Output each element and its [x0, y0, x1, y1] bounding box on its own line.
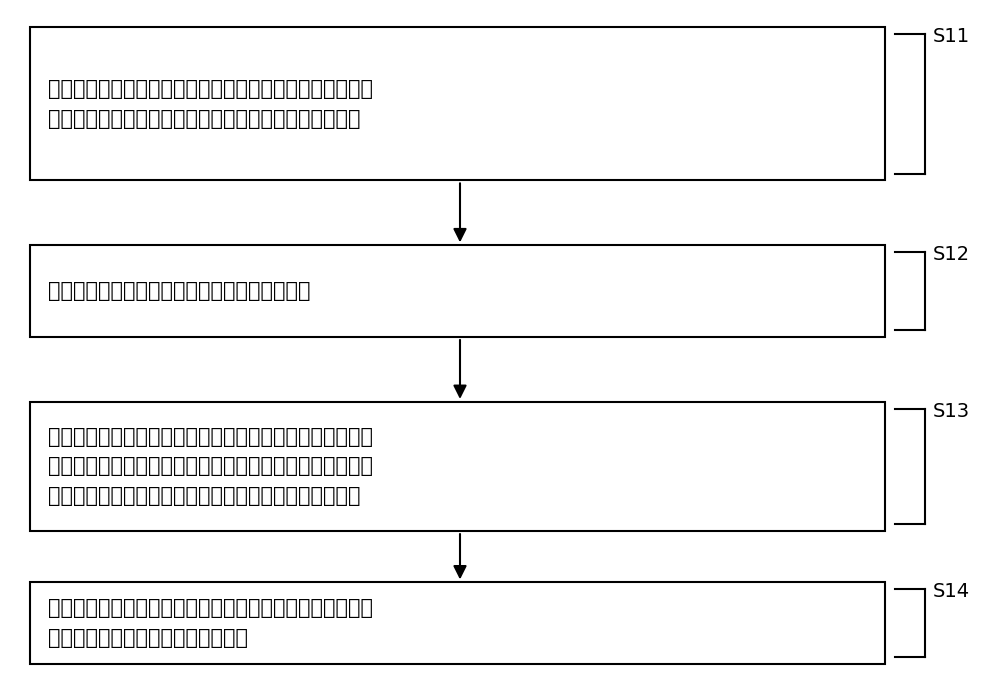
FancyBboxPatch shape: [30, 402, 885, 531]
Text: S12: S12: [933, 245, 970, 264]
Text: S11: S11: [933, 27, 970, 46]
Text: 获取心电信号并进行预处理，从所述心电信号中提取参数信
号，所述参数信号包括训练用参数信号和测试用参数信号: 获取心电信号并进行预处理，从所述心电信号中提取参数信 号，所述参数信号包括训练用…: [48, 79, 373, 129]
Text: 将所述参数信号进行降维，得到主成分心电信号: 将所述参数信号进行降维，得到主成分心电信号: [48, 281, 310, 301]
FancyBboxPatch shape: [30, 582, 885, 664]
FancyBboxPatch shape: [30, 245, 885, 337]
Text: 将所述测试用参数信号对应的主成分心电信号输入到神经网
络训练模型中，获取最终的呼吸信号: 将所述测试用参数信号对应的主成分心电信号输入到神经网 络训练模型中，获取最终的呼…: [48, 599, 373, 648]
Text: S14: S14: [933, 582, 970, 601]
Text: 以所述训练用参数信号对应的主成分心电信号作为神经网络
的输入样本，以阻抗法得到的参考呼吸信号作为所述神经网
络的训练目标训练所述神经网络，得到神经网络训练模型: 以所述训练用参数信号对应的主成分心电信号作为神经网络 的输入样本，以阻抗法得到的…: [48, 427, 373, 506]
Text: S13: S13: [933, 402, 970, 421]
FancyBboxPatch shape: [30, 27, 885, 180]
